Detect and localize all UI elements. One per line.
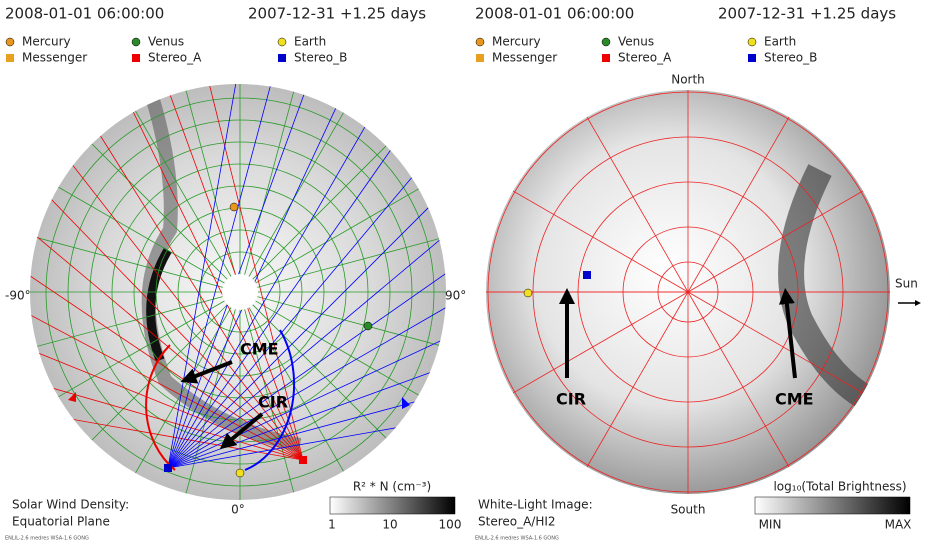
- legend-label: Stereo_B: [764, 51, 817, 65]
- annotation: CIR: [556, 390, 586, 409]
- legend-label: Earth: [764, 35, 796, 49]
- caption: Solar Wind Density:: [12, 498, 129, 512]
- elapsed: 2007-12-31 +1.25 days: [248, 5, 426, 23]
- colorbar-tick: MIN: [759, 518, 782, 532]
- elapsed: 2007-12-31 +1.25 days: [718, 5, 896, 23]
- mercury-marker: [230, 203, 238, 211]
- inner-boundary: [222, 274, 258, 310]
- venus-marker: [364, 322, 372, 330]
- axis-label: 90°: [445, 289, 466, 303]
- legend-marker: [6, 54, 14, 62]
- stereo-a-marker: [299, 456, 307, 464]
- legend-marker: [748, 38, 756, 46]
- legend-label: Messenger: [492, 51, 557, 65]
- colorbar-tick: 10: [382, 518, 397, 532]
- colorbar-tick: 100: [439, 518, 462, 532]
- colorbar: [755, 497, 910, 514]
- legend-marker: [278, 38, 286, 46]
- colorbar-tick: MAX: [885, 518, 912, 532]
- footnote: ENLIL-2.6 medres WSA-1.6 GONG: [5, 536, 89, 542]
- legend-label: Stereo_A: [148, 51, 202, 65]
- footnote: ENLIL-2.6 medres WSA-1.6 GONG: [475, 536, 559, 542]
- legend-label: Earth: [294, 35, 326, 49]
- date: 2008-01-01 06:00:00: [5, 5, 164, 23]
- legend-marker: [602, 54, 610, 62]
- legend-marker: [132, 38, 140, 46]
- annotation: CME: [775, 390, 814, 409]
- legend-marker: [476, 54, 484, 62]
- caption: White-Light Image:: [478, 498, 593, 512]
- legend-label: Venus: [148, 35, 184, 49]
- legend-marker: [132, 54, 140, 62]
- axis-label: -90°: [5, 289, 31, 303]
- axis-label: South: [671, 503, 706, 517]
- colorbar-label: R² * N (cm⁻³): [353, 480, 431, 494]
- legend-label: Mercury: [492, 35, 541, 49]
- legend-marker: [6, 38, 14, 46]
- caption: Stereo_A/HI2: [478, 515, 556, 529]
- figure: 2008-01-01 06:00:00 2007-12-31 +1.25 days…: [0, 0, 928, 544]
- earth-marker: [524, 289, 532, 297]
- legend-marker: [278, 54, 286, 62]
- stereo-b-marker: [164, 464, 172, 472]
- stereo-b-marker: [583, 271, 591, 279]
- axis-label: North: [671, 73, 705, 87]
- axis-label: 0°: [231, 503, 245, 517]
- colorbar-label: log₁₀(Total Brightness): [773, 480, 906, 494]
- legend-label: Stereo_A: [618, 51, 672, 65]
- legend-marker: [748, 54, 756, 62]
- annotation: CIR: [258, 393, 288, 412]
- legend-marker: [602, 38, 610, 46]
- legend-label: Mercury: [22, 35, 71, 49]
- colorbar: [330, 497, 455, 514]
- legend-marker: [476, 38, 484, 46]
- date: 2008-01-01 06:00:00: [475, 5, 634, 23]
- caption: Equatorial Plane: [12, 515, 110, 529]
- earth-marker: [236, 469, 244, 477]
- colorbar-tick: 1: [328, 518, 336, 532]
- legend-label: Stereo_B: [294, 51, 347, 65]
- axis-label: Sun: [895, 277, 918, 291]
- legend-label: Messenger: [22, 51, 87, 65]
- annotation: CME: [240, 340, 279, 359]
- legend-label: Venus: [618, 35, 654, 49]
